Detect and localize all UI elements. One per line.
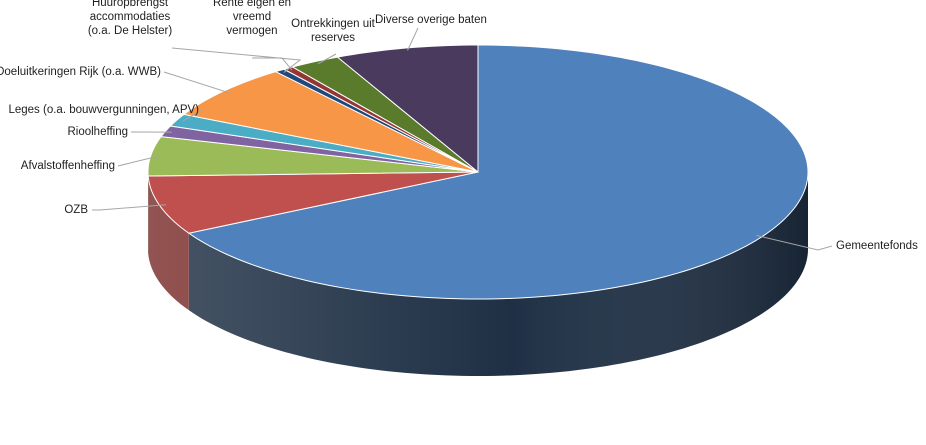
slice-label-line: OZB bbox=[64, 204, 88, 216]
slice-label-line: Leges (o.a. bouwvergunningen, APV) bbox=[8, 104, 199, 116]
slice-label: OZB bbox=[64, 204, 88, 216]
leader-line bbox=[317, 53, 337, 65]
slice-label: Gemeentefonds bbox=[836, 240, 918, 252]
leader-line bbox=[252, 57, 293, 71]
slice-label: Afvalstoffenheffing bbox=[21, 160, 115, 172]
slice-label-line: reserves bbox=[311, 32, 355, 44]
pie-side-group bbox=[148, 172, 808, 376]
slice-label: Ontrekkingen uit reserves bbox=[291, 18, 376, 44]
slice-label-line: vermogen bbox=[226, 25, 277, 37]
pie-top-group bbox=[147, 44, 809, 300]
slice-label: Rente eigen en vreemd vermogen bbox=[213, 0, 291, 37]
slice-label-line: Doeluitkeringen Rijk (o.a. WWB) bbox=[0, 66, 161, 78]
slice-label-line: Ontrekkingen uit bbox=[291, 18, 376, 30]
leader-line bbox=[163, 71, 229, 94]
slice-label-line: Diverse overige baten bbox=[375, 14, 487, 26]
slice-label: Leges (o.a. bouwvergunningen, APV) bbox=[8, 104, 199, 116]
slice-label-line: (o.a. De Helster) bbox=[88, 25, 173, 37]
slice-label: Doeluitkeringen Rijk (o.a. WWB) bbox=[0, 66, 161, 78]
slice-label-line: Afvalstoffenheffing bbox=[21, 160, 115, 172]
slice-label-line: Rioolheffing bbox=[67, 126, 128, 138]
pie-slice-ontrekkingen-uit-reserves bbox=[291, 56, 479, 173]
slice-label-line: accommodaties bbox=[90, 11, 171, 23]
pie-side-shading bbox=[148, 172, 808, 376]
slice-label: Rioolheffing bbox=[67, 126, 128, 138]
leader-line bbox=[171, 47, 302, 73]
slice-label: Huuropbrengst accommodaties (o.a. De Helst… bbox=[88, 0, 173, 37]
leader-line bbox=[92, 204, 167, 211]
slice-label-line: Gemeentefonds bbox=[836, 240, 918, 252]
leader-line bbox=[407, 27, 419, 51]
slice-label-line: vreemd bbox=[233, 11, 271, 23]
pie-slice-diverse-overige-baten bbox=[336, 44, 479, 174]
pie-slice-afvalstoffenheffing bbox=[147, 136, 479, 177]
leader-line bbox=[182, 109, 203, 122]
leader-line bbox=[117, 155, 158, 167]
slice-label: Diverse overige baten bbox=[375, 14, 487, 26]
slice-label-line: Huuropbrengst bbox=[92, 0, 169, 9]
slice-label-line: Rente eigen en bbox=[213, 0, 291, 9]
leader-line bbox=[756, 234, 833, 251]
